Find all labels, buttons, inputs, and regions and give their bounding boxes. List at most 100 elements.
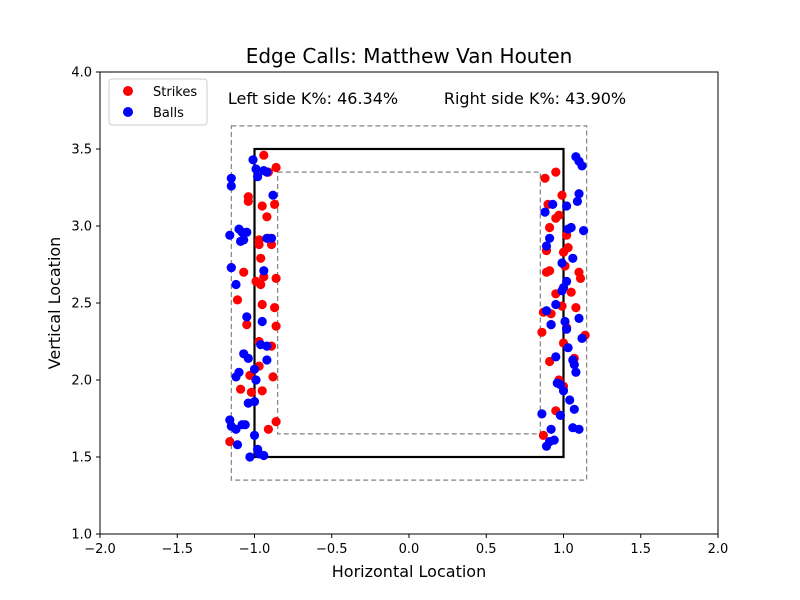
ball-point [541,306,552,316]
x-tick-label: 1.0 [553,542,574,557]
ball-point [240,420,250,430]
x-tick-label: −1.5 [161,542,193,557]
right-k-annotation: Right side K%: 43.90% [444,89,626,108]
strike-point [558,247,569,257]
x-tick-label: 0.5 [476,542,497,557]
ball-point [541,241,552,251]
strike-point [271,273,281,283]
legend-balls-label: Balls [153,106,184,121]
ball-point [577,333,587,343]
y-tick-label: 1.5 [71,451,92,466]
ball-point [251,375,261,385]
ball-point [257,316,267,327]
ball-point [545,233,555,243]
strike-point [257,386,267,396]
strike-point [554,210,564,220]
ball-point [259,266,269,276]
strike-point [225,437,235,447]
ball-point [565,395,575,405]
strike-point [541,267,552,277]
ball-point [268,190,278,200]
strike-point [246,387,256,397]
ball-point [560,316,570,327]
ball-point [557,286,567,296]
x-tick-label: −2.0 [84,542,116,557]
left-k-annotation: Left side K%: 46.34% [228,89,398,108]
plot-area [100,72,718,534]
ball-point [571,367,581,377]
ball-point [242,312,252,322]
y-tick-label: 2.5 [71,297,92,312]
strike-point [243,196,253,206]
ball-point [546,320,556,330]
x-tick-label: 2.0 [708,542,729,557]
ball-point [242,227,252,237]
ball-point [545,437,555,447]
ball-point [557,258,567,268]
data-points [225,150,590,462]
ball-point [574,424,584,434]
strike-point [540,173,550,183]
plot-frame [99,71,719,535]
strike-point [545,222,555,233]
strike-point [262,212,272,222]
ball-point [548,199,558,209]
ball-point [248,155,258,165]
x-tick-label: 1.5 [630,542,651,557]
y-tick-label: 4.0 [71,66,92,81]
ball-point [551,299,561,310]
ball-point [562,201,572,211]
ball-point [251,164,261,174]
strike-point [239,267,249,277]
ball-point [540,207,550,217]
x-tick-label: −1.0 [239,542,271,557]
ball-point [537,409,547,419]
strike-point [256,279,266,290]
ball-point [569,404,579,414]
y-tick-label: 2.0 [71,374,92,389]
ball-point [225,230,235,240]
strike-point [254,239,264,250]
outer-edge-box [230,125,588,481]
strike-point [551,167,561,177]
strike-point [271,162,281,173]
x-tick-label: 0.0 [399,542,420,557]
ball-point [555,410,566,420]
y-tick-label: 3.5 [71,143,92,158]
ball-point [574,189,584,199]
ball-point [262,341,272,351]
ball-point [262,167,272,177]
ball-point [245,452,255,462]
strike-point [257,201,267,211]
ball-point [249,430,260,440]
legend-strikes-marker [123,86,133,96]
ball-point [262,355,272,365]
inner-edge-box [277,171,541,435]
ball-point [226,263,236,273]
ball-point [253,172,263,182]
strike-point [571,303,581,313]
y-tick-label: 3.0 [71,220,92,235]
strike-point [263,424,273,434]
x-tick-label: −0.5 [316,542,348,557]
ball-point [259,450,269,461]
strike-point [268,372,278,382]
strike-point [270,303,280,313]
ball-point [572,196,583,206]
legend: Strikes Balls [108,78,208,126]
ball-point [226,173,236,183]
strike-point [574,267,584,277]
ball-point [546,424,556,434]
strike-point [236,384,246,394]
ball-point [249,397,260,407]
ball-point [579,226,589,236]
ball-point [226,181,236,191]
ball-point [577,161,587,171]
chart-title: Edge Calls: Matthew Van Houten [246,44,573,68]
ball-point [243,353,253,363]
ball-point [569,360,579,370]
ball-point [231,372,241,382]
strike-point [271,417,281,427]
ball-point [266,233,277,243]
